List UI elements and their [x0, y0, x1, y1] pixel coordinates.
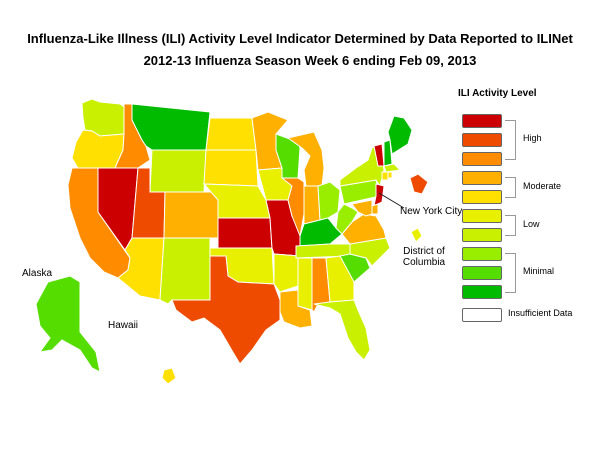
legend-group-label: Minimal	[523, 266, 555, 276]
state-me[interactable]	[387, 115, 413, 155]
hawaii-label: Hawaii	[108, 320, 139, 331]
dc-marker[interactable]	[410, 227, 423, 243]
legend-group-label: High	[523, 133, 542, 143]
state-co[interactable]	[163, 191, 219, 239]
state-sc[interactable]	[339, 253, 371, 283]
state-ar[interactable]	[273, 253, 301, 293]
legend-bracket	[505, 215, 516, 236]
state-mt[interactable]	[131, 103, 211, 151]
state-fl[interactable]	[313, 299, 371, 361]
alaska-label: Alaska	[22, 268, 53, 279]
state-nd[interactable]	[205, 117, 257, 151]
legend-swatch-level-3	[462, 247, 502, 261]
state-ak[interactable]	[35, 275, 101, 373]
state-ks[interactable]	[217, 217, 273, 249]
state-wv[interactable]	[335, 203, 359, 235]
state-ri[interactable]	[387, 171, 393, 179]
map-subtitle: 2012-13 Influenza Season Week 6 ending F…	[143, 53, 477, 68]
nyc-marker[interactable]	[409, 173, 429, 195]
legend-swatch-level-0	[462, 308, 502, 322]
legend-swatch-level-7	[462, 171, 502, 185]
nyc-pointer-line	[378, 192, 405, 209]
legend-swatch-level-5	[462, 209, 502, 223]
state-ma[interactable]	[383, 163, 402, 173]
legend-bracket	[505, 177, 516, 198]
legend-group-label: Moderate	[523, 180, 562, 191]
dc-label: District of Columbia	[402, 246, 446, 268]
map-title: Influenza-Like Illness (ILI) Activity Le…	[27, 31, 573, 46]
state-de[interactable]	[371, 203, 379, 215]
legend-swatch-level-1	[462, 285, 502, 299]
legend-swatch-level-4	[462, 228, 502, 242]
state-wy[interactable]	[149, 149, 207, 193]
legend-group-label: Insufficient Data	[508, 308, 573, 318]
legend-swatch-level-6	[462, 190, 502, 204]
state-nm[interactable]	[159, 237, 211, 305]
legend-bracket	[505, 120, 516, 160]
state-md[interactable]	[351, 199, 373, 217]
legend-swatch-level-2	[462, 266, 502, 280]
state-in[interactable]	[303, 185, 321, 225]
state-ct[interactable]	[381, 171, 389, 181]
legend-group-label: Low	[523, 218, 540, 229]
legend-bracket	[505, 253, 516, 293]
state-va[interactable]	[341, 213, 387, 245]
legend-swatch-level-10	[462, 114, 502, 128]
nyc-label: New York City	[400, 206, 463, 217]
state-hi[interactable]	[161, 367, 177, 385]
state-sd[interactable]	[203, 149, 259, 187]
state-or[interactable]	[71, 129, 125, 169]
state-tx[interactable]	[171, 255, 281, 365]
state-oh[interactable]	[317, 181, 341, 221]
legend-swatch-level-8	[462, 152, 502, 166]
legend-swatch-level-9	[462, 133, 502, 147]
state-ms[interactable]	[297, 257, 313, 311]
legend-title: ILI Activity Level	[458, 88, 537, 99]
